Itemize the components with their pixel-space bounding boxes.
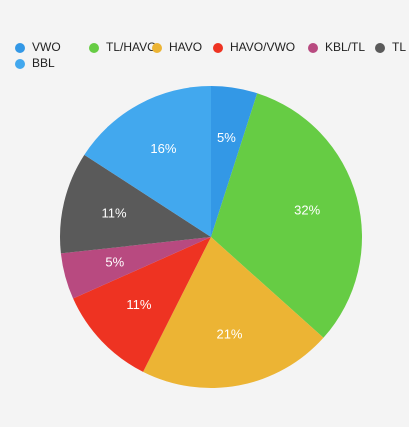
slice <box>60 237 211 299</box>
legend-label: TL <box>392 40 406 54</box>
value-label: 5% <box>217 130 236 145</box>
legend-label: VWO <box>32 40 61 54</box>
value-label: 5% <box>105 254 124 269</box>
slice <box>211 93 363 338</box>
legend-dot <box>15 43 25 53</box>
slice <box>84 86 211 237</box>
value-label: 11% <box>126 297 151 312</box>
slice <box>211 86 258 237</box>
slice <box>143 237 324 388</box>
legend-label: TL/HAVO <box>106 40 156 54</box>
legend-label: BBL <box>32 56 55 70</box>
legend-dot <box>89 43 99 53</box>
legend-dot <box>213 43 223 53</box>
value-label: 16% <box>150 141 176 156</box>
legend-label: KBL/TL <box>325 40 365 54</box>
legend-label: HAVO <box>169 40 202 54</box>
slice <box>73 237 211 372</box>
legend-label: HAVO/VWO <box>230 40 295 54</box>
value-label: 21% <box>216 326 242 341</box>
legend-dot <box>308 43 318 53</box>
value-label: 11% <box>102 205 127 220</box>
legend-dot <box>375 43 385 53</box>
slice <box>59 154 211 254</box>
legend-dot <box>15 59 25 69</box>
value-label: 32% <box>294 202 320 217</box>
legend-dot <box>152 43 162 53</box>
